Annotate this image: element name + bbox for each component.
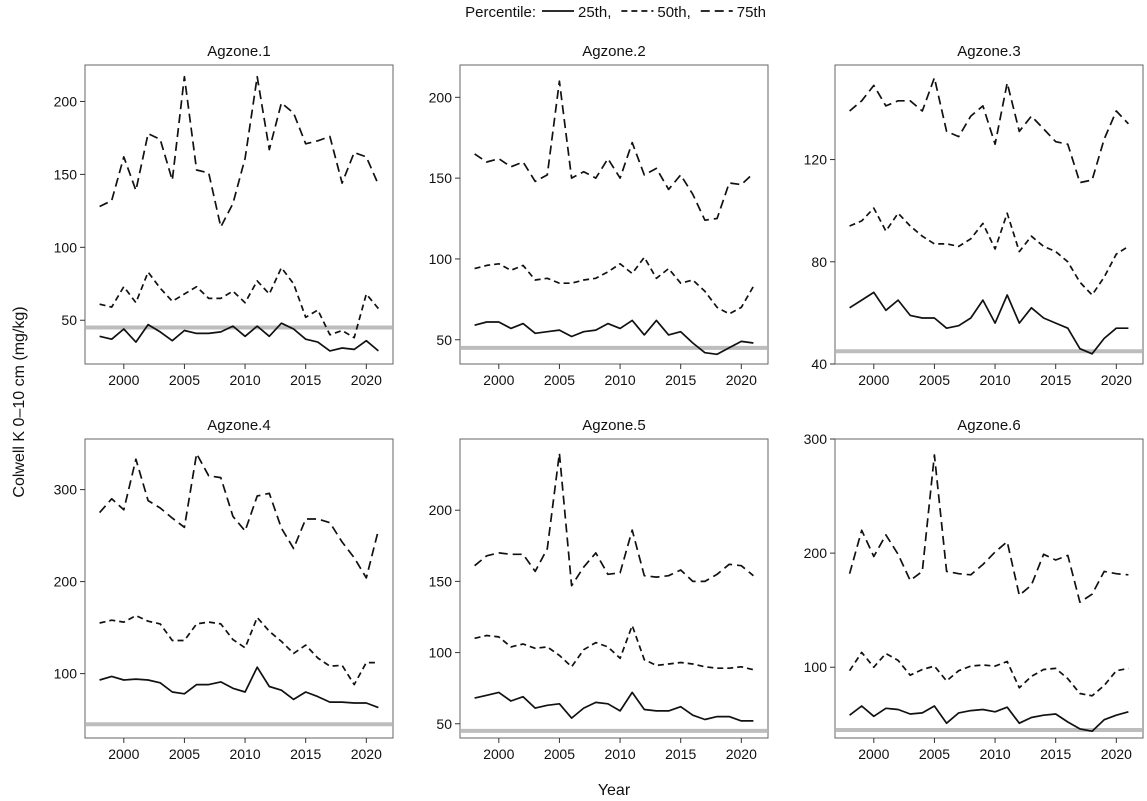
x-tick-label: 2020 [351, 746, 382, 762]
y-tick-label: 100 [54, 666, 78, 682]
series-line-longdash [849, 76, 1130, 184]
series-line-longdash [848, 454, 1129, 604]
y-tick-label: 50 [436, 716, 452, 732]
panel-frame [84, 64, 394, 365]
y-tick-label: 150 [429, 573, 453, 589]
x-tick-label: 2000 [483, 372, 514, 388]
panel-frame [84, 438, 394, 739]
x-tick-label: 2020 [726, 372, 757, 388]
y-tick-label: 80 [811, 254, 827, 270]
panel-frame [834, 64, 1144, 365]
panel-frame [834, 438, 1144, 739]
series-line-solid [474, 319, 754, 356]
panel-title: Agzone.3 [957, 43, 1020, 60]
series-line-longdash [98, 452, 380, 579]
panel-title: Agzone.2 [582, 43, 645, 60]
x-tick-label: 2005 [544, 372, 575, 388]
y-tick-label: 200 [54, 574, 78, 590]
series-line-solid [849, 291, 1129, 355]
series-line-dashed [474, 624, 754, 671]
y-tick-label: 40 [811, 356, 827, 372]
x-tick-label: 2010 [604, 372, 635, 388]
x-tick-label: 2015 [665, 746, 696, 762]
y-tick-label: 200 [804, 545, 828, 561]
y-axis-title: Colwell K 0–10 cm (mg/kg) [11, 306, 28, 497]
x-tick-label: 2015 [290, 372, 321, 388]
series-line-solid [474, 691, 754, 722]
legend-label: 50th, [657, 4, 690, 21]
series-line-dashed [849, 207, 1129, 296]
x-tick-label: 2005 [919, 746, 950, 762]
x-tick-label: 2020 [726, 746, 757, 762]
series-line-dashed [474, 256, 755, 315]
panel-title: Agzone.1 [207, 43, 270, 60]
x-tick-label: 2000 [858, 746, 889, 762]
series-line-longdash [474, 452, 754, 587]
x-tick-label: 2010 [604, 746, 635, 762]
x-tick-label: 2010 [229, 372, 260, 388]
y-tick-label: 100 [429, 645, 453, 661]
x-tick-label: 2020 [351, 372, 382, 388]
panel-title: Agzone.4 [207, 417, 270, 434]
y-tick-label: 100 [429, 251, 453, 267]
series-line-solid [99, 666, 379, 709]
x-tick-label: 2015 [1040, 746, 1071, 762]
series-line-longdash [99, 75, 380, 228]
x-tick-label: 2005 [169, 372, 200, 388]
x-tick-label: 2015 [290, 746, 321, 762]
series-line-dashed [99, 614, 379, 686]
x-tick-label: 2020 [1101, 746, 1132, 762]
series-line-longdash [474, 80, 754, 222]
x-tick-label: 2005 [919, 372, 950, 388]
legend-label: 75th [737, 4, 766, 21]
y-tick-label: 100 [54, 239, 78, 255]
x-tick-label: 2010 [979, 372, 1010, 388]
series-line-dashed [99, 266, 380, 339]
panel-title: Agzone.5 [582, 417, 645, 434]
panel-frame [459, 438, 769, 739]
panel-frame [459, 64, 769, 365]
x-tick-label: 2000 [483, 746, 514, 762]
legend-title: Percentile: [465, 4, 536, 21]
y-tick-label: 50 [61, 312, 77, 328]
y-tick-label: 150 [54, 166, 78, 182]
series-line-solid [99, 322, 379, 352]
legend-label: 25th, [578, 4, 611, 21]
y-tick-label: 50 [436, 332, 452, 348]
series-line-solid [849, 705, 1129, 733]
x-tick-label: 2015 [665, 372, 696, 388]
x-axis-title: Year [598, 782, 631, 799]
x-tick-label: 2005 [169, 746, 200, 762]
y-tick-label: 300 [804, 431, 828, 447]
y-tick-label: 300 [54, 482, 78, 498]
y-tick-label: 200 [429, 502, 453, 518]
y-tick-label: 200 [429, 89, 453, 105]
x-tick-label: 2000 [858, 372, 889, 388]
x-tick-label: 2000 [108, 372, 139, 388]
x-tick-label: 2010 [229, 746, 260, 762]
y-tick-label: 100 [804, 659, 828, 675]
x-tick-label: 2000 [108, 746, 139, 762]
panel-title: Agzone.6 [957, 417, 1020, 434]
x-tick-label: 2020 [1101, 372, 1132, 388]
x-tick-label: 2010 [979, 746, 1010, 762]
y-tick-label: 150 [429, 170, 453, 186]
x-tick-label: 2005 [544, 746, 575, 762]
series-line-dashed [848, 651, 1129, 697]
y-tick-label: 200 [54, 93, 78, 109]
x-tick-label: 2015 [1040, 372, 1071, 388]
y-tick-label: 120 [804, 152, 828, 168]
